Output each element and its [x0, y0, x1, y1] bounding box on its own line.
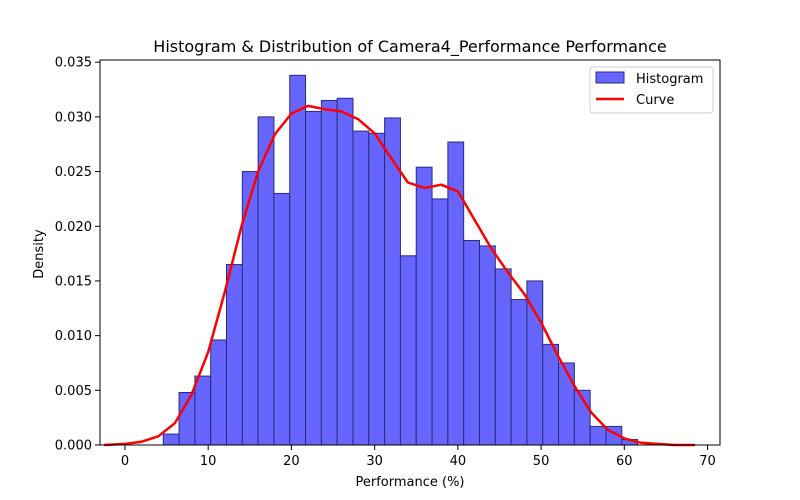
x-tick-label: 50: [533, 454, 550, 469]
histogram-bar: [305, 110, 322, 446]
histogram-bar: [352, 130, 370, 446]
histogram-bar: [463, 239, 480, 446]
x-tick-label: 30: [366, 454, 383, 469]
x-tick-label: 70: [699, 454, 716, 469]
y-tick-label: 0.010: [55, 329, 92, 344]
legend-curve-label: Curve: [636, 93, 674, 108]
histogram-bar: [162, 433, 180, 446]
y-tick-label: 0.005: [55, 384, 92, 399]
histogram-bar: [289, 74, 307, 446]
histogram-bar: [368, 132, 386, 446]
x-tick-label: 60: [616, 454, 633, 469]
histogram-bar: [415, 166, 433, 446]
x-tick-label: 20: [283, 454, 300, 469]
curve-layer: [104, 104, 695, 447]
x-axis-label: Performance (%): [355, 475, 464, 490]
x-tick-label: 10: [200, 454, 217, 469]
y-axis-label: Density: [32, 229, 47, 279]
x-tick-label: 40: [450, 454, 467, 469]
histogram-bar: [478, 245, 496, 446]
density-curve: [104, 104, 695, 447]
histogram-bar: [542, 343, 560, 446]
y-tick-label: 0.035: [55, 56, 92, 71]
y-tick-label: 0.015: [55, 274, 92, 289]
x-tick-label: 0: [121, 454, 129, 469]
legend: Histogram Curve: [589, 66, 714, 114]
y-tick-label: 0.000: [55, 439, 92, 454]
histogram-bar: [558, 362, 575, 446]
plot-area-frame: [99, 59, 721, 446]
legend-histogram-label: Histogram: [636, 72, 703, 87]
histogram-bar: [225, 264, 243, 446]
y-tick-label: 0.030: [55, 110, 92, 125]
y-axis: 0.000 0.005 0.010 0.015 0.020 0.025 0.030 0.035: [55, 56, 100, 454]
histogram-bar: [320, 99, 338, 446]
histogram-bar: [336, 97, 354, 446]
x-axis: 0 10 20 30 40 50 60 70: [121, 445, 716, 469]
y-tick-label: 0.020: [55, 220, 92, 235]
histogram-bar: [431, 198, 449, 446]
histogram-bar: [510, 299, 528, 446]
histogram-bar: [210, 339, 227, 446]
y-tick-label: 0.025: [55, 165, 92, 180]
histogram-bar: [194, 375, 212, 446]
chart-title: Histogram & Distribution of Camera4_Perf…: [153, 37, 666, 57]
legend-histogram-swatch: [595, 71, 625, 84]
histogram-bar: [399, 255, 417, 446]
histogram-bars: [162, 74, 639, 446]
histogram-bar: [494, 268, 512, 446]
histogram-bar: [526, 280, 544, 446]
histogram-bar: [589, 425, 607, 446]
histogram-bar: [273, 192, 291, 446]
